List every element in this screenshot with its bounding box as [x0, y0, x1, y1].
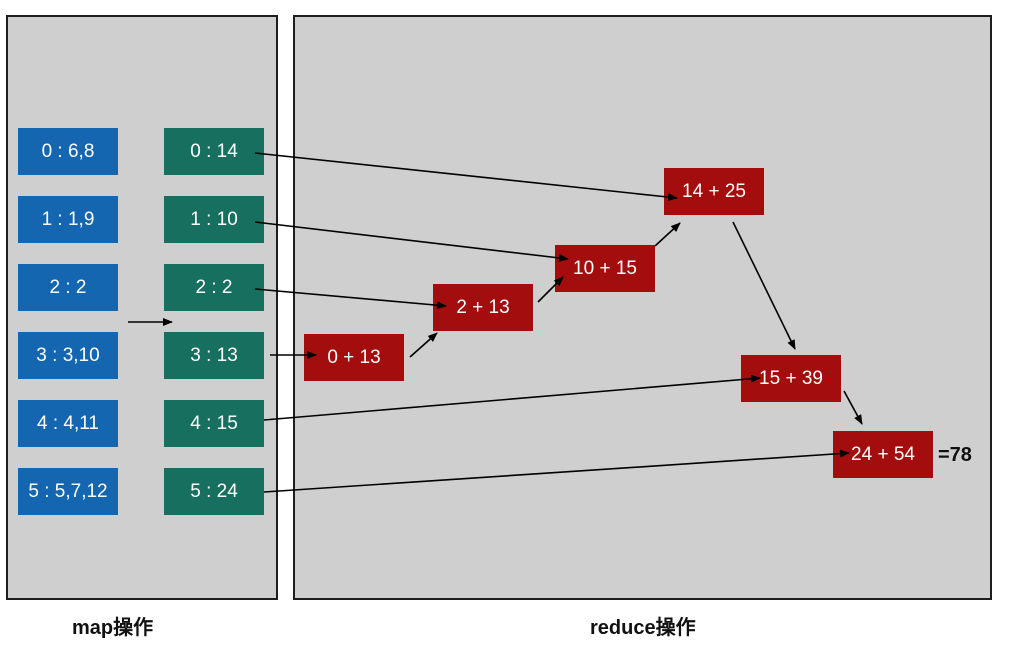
map-output-box: 0 : 14	[164, 128, 264, 175]
map-caption: map操作	[72, 617, 154, 639]
reduce-step-box: 10 + 15	[555, 245, 655, 292]
map-input-box: 4 : 4,11	[18, 400, 118, 447]
map-input-box: 1 : 1,9	[18, 196, 118, 243]
map-input-box: 5 : 5,7,12	[18, 468, 118, 515]
map-output-box: 2 : 2	[164, 264, 264, 311]
reduce-step-box: 15 + 39	[741, 355, 841, 402]
map-input-box: 3 : 3,10	[18, 332, 118, 379]
reduce-step-box: 14 + 25	[664, 168, 764, 215]
reduce-panel	[293, 15, 992, 600]
reduce-step-box: 24 + 54	[833, 431, 933, 478]
final-result: =78	[938, 444, 972, 466]
reduce-step-box: 2 + 13	[433, 284, 533, 331]
reduce-step-box: 0 + 13	[304, 334, 404, 381]
map-output-box: 5 : 24	[164, 468, 264, 515]
map-output-box: 1 : 10	[164, 196, 264, 243]
reduce-caption: reduce操作	[590, 617, 696, 639]
map-input-box: 2 : 2	[18, 264, 118, 311]
map-input-box: 0 : 6,8	[18, 128, 118, 175]
map-output-box: 4 : 15	[164, 400, 264, 447]
map-output-box: 3 : 13	[164, 332, 264, 379]
